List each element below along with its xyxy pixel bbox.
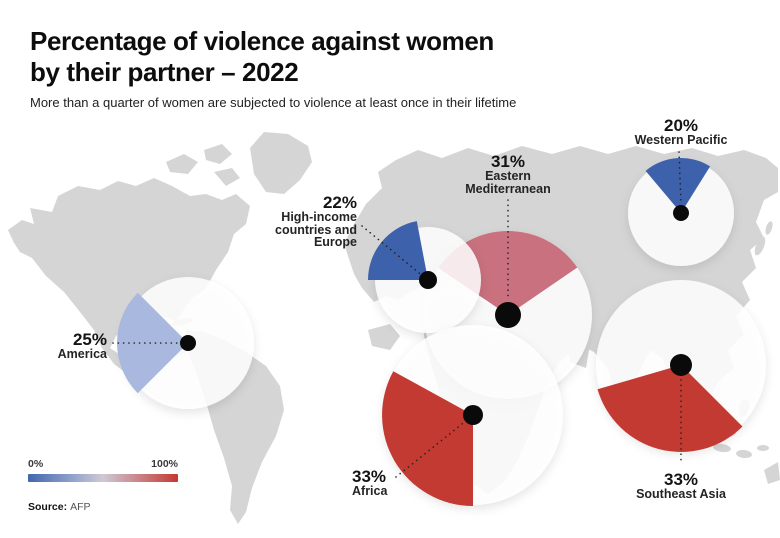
- pct-label-western-pacific: 20%: [663, 116, 699, 135]
- name-label-southeast-asia-0: Southeast Asia: [636, 487, 726, 501]
- title-line-1: Percentage of violence against women: [30, 26, 494, 56]
- leaders-and-dots: [112, 151, 692, 478]
- map-arctic-island: [204, 144, 232, 164]
- region-label-western-pacific: 20% Western Pacific: [634, 116, 728, 147]
- pct-label-southeast-asia: 33%: [663, 470, 699, 489]
- name-label-eastern-mediterranean-1: Mediterranean: [465, 181, 551, 196]
- map-new-guinea: [764, 462, 780, 484]
- map-greenland: [250, 132, 312, 194]
- name-label-high-income-europe-1: countries and: [275, 222, 357, 237]
- leader-line-western-pacific: [678, 151, 682, 204]
- region-wedge-america: [117, 292, 188, 394]
- page-title: Percentage of violence against women by …: [30, 26, 494, 88]
- name-label-western-pacific-0: Western Pacific: [634, 133, 728, 147]
- region-label-southeast-asia: 33% Southeast Asia: [636, 470, 726, 501]
- map-arctic-island: [214, 168, 240, 186]
- center-dot-america: [180, 335, 196, 351]
- page-subtitle: More than a quarter of women are subject…: [30, 95, 517, 110]
- map-north-america: [8, 178, 250, 376]
- legend-scale-labels: 0% 100%: [28, 458, 178, 470]
- region-label-eastern-mediterranean: 31% Eastern Mediterranean: [465, 152, 551, 196]
- source-line: Source: AFP: [28, 501, 91, 513]
- map-japan: [765, 221, 773, 235]
- name-label-high-income-europe-2: Europe: [313, 235, 357, 249]
- map-indonesia-island: [757, 445, 769, 451]
- legend-max-label: 100%: [151, 458, 178, 470]
- center-dot-high-income-europe: [419, 271, 437, 289]
- center-dot-eastern-mediterranean: [495, 302, 521, 328]
- region-wedge-southeast-asia: [597, 365, 743, 452]
- title-line-2: by their partner – 2022: [30, 57, 299, 87]
- map-indonesia-island: [736, 449, 752, 459]
- region-label-america: 25% America: [57, 330, 107, 361]
- center-dot-southeast-asia: [670, 354, 692, 376]
- name-label-africa-0: Africa: [352, 484, 388, 498]
- legend-min-label: 0%: [28, 458, 44, 470]
- region-wedge-western-pacific: [645, 158, 711, 213]
- region-wedge-africa: [382, 371, 473, 506]
- pct-label-eastern-mediterranean: 31%: [490, 152, 526, 171]
- region-wedge-eastern-mediterranean: [438, 231, 578, 315]
- name-label-eastern-mediterranean-0: Eastern: [485, 169, 531, 183]
- pct-label-america: 25%: [72, 330, 107, 349]
- center-dot-western-pacific: [673, 205, 689, 221]
- map-iberia: [368, 324, 400, 350]
- center-dot-africa: [463, 405, 483, 425]
- map-indonesia-island: [713, 443, 731, 453]
- legend-gradient: [28, 474, 178, 482]
- region-label-africa: 33% Africa: [352, 467, 388, 498]
- region-wedge-high-income-europe: [368, 221, 428, 280]
- source-value: AFP: [70, 501, 91, 513]
- map-japan: [754, 236, 766, 256]
- pct-label-high-income-europe: 22%: [322, 193, 357, 212]
- leader-line-africa: [395, 419, 468, 478]
- region-label-high-income-europe: 22% High-income countries and Europe: [275, 193, 357, 249]
- source-label: Source:: [28, 501, 68, 513]
- pct-label-africa: 33%: [352, 467, 387, 486]
- name-label-high-income-europe-0: High-income: [281, 210, 357, 224]
- name-label-america-0: America: [57, 347, 107, 361]
- map-arctic-island: [166, 154, 198, 174]
